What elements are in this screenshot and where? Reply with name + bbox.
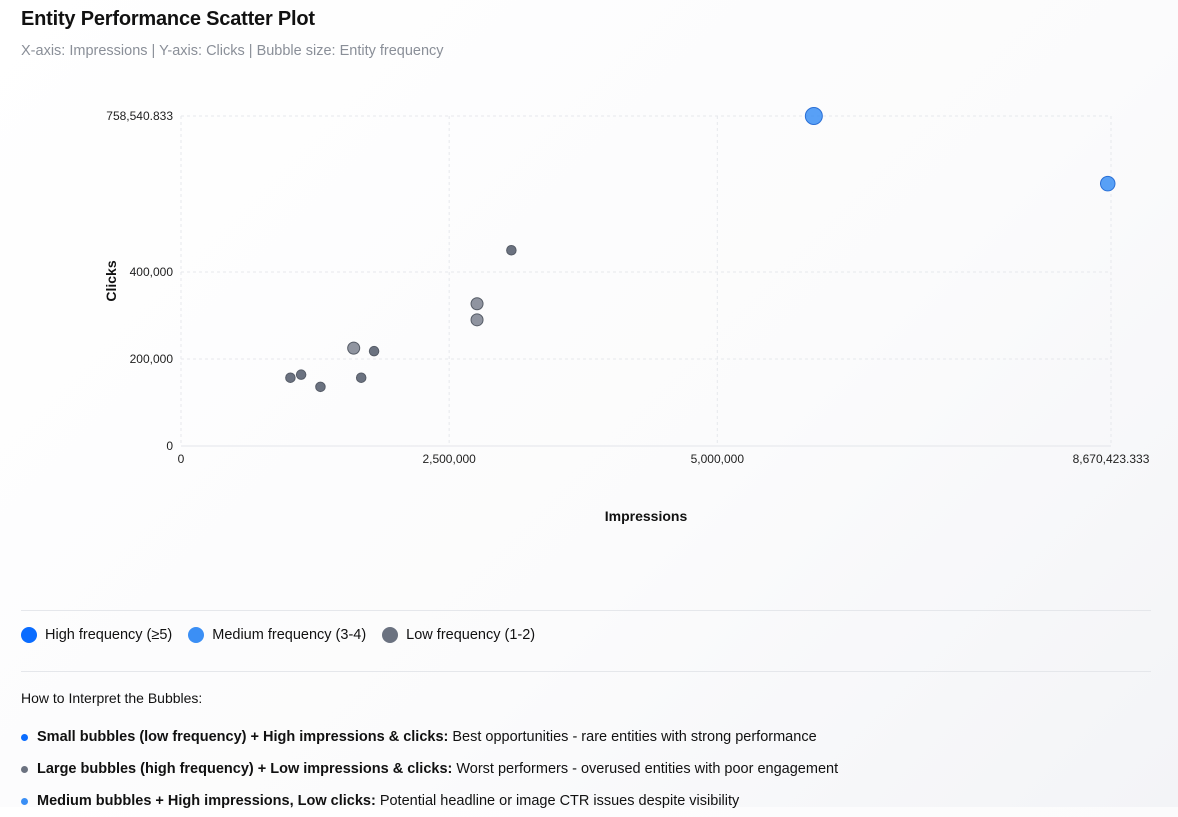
scatter-point[interactable] xyxy=(285,372,296,383)
scatter-point[interactable] xyxy=(295,369,307,380)
y-tick-label: 400,000 xyxy=(130,265,174,279)
page-title: Entity Performance Scatter Plot xyxy=(21,8,315,30)
scatter-point[interactable] xyxy=(347,341,361,355)
legend-swatch-high xyxy=(21,627,37,643)
scatter-point[interactable] xyxy=(506,244,517,256)
y-tick-label: 0 xyxy=(166,439,173,453)
x-tick-label: 0 xyxy=(178,452,185,466)
scatter-point[interactable] xyxy=(368,345,380,357)
scatter-point[interactable] xyxy=(315,381,326,393)
legend-swatch-low xyxy=(382,627,399,643)
interpretation-item: Medium bubbles + High impressions, Low c… xyxy=(21,785,838,817)
legend-label-medium: Medium frequency (3-4) xyxy=(212,627,367,643)
x-axis-title: Impressions xyxy=(605,508,688,524)
legend-divider-bottom xyxy=(21,671,1151,672)
legend-item-low[interactable]: Low frequency (1-2) xyxy=(382,627,535,643)
scatter-points xyxy=(285,107,1116,393)
interpretation-item-bold: Large bubbles (high frequency) + Low imp… xyxy=(37,761,453,777)
interpretation-item-bold: Medium bubbles + High impressions, Low c… xyxy=(37,793,376,809)
legend-swatch-medium xyxy=(188,627,205,643)
legend-item-high[interactable]: High frequency (≥5) xyxy=(21,627,172,643)
x-tick-label: 2,500,000 xyxy=(422,452,476,466)
interpretation-item-text: Worst performers - overused entities wit… xyxy=(456,761,839,777)
interpretation-item: Small bubbles (low frequency) + High imp… xyxy=(21,721,838,753)
x-axis-ticks: 0 2,500,000 5,000,000 8,670,423.333 xyxy=(178,452,1150,466)
chart-grid xyxy=(180,115,1112,447)
x-tick-label: 8,670,423.333 xyxy=(1073,452,1150,466)
page-subtitle: X-axis: Impressions | Y-axis: Clicks | B… xyxy=(21,43,444,59)
legend-label-high: High frequency (≥5) xyxy=(45,627,173,643)
interpretation-title: How to Interpret the Bubbles: xyxy=(21,690,203,706)
interpretation-item: Large bubbles (high frequency) + Low imp… xyxy=(21,753,838,785)
interpretation-item-text: Best opportunities - rare entities with … xyxy=(452,729,817,745)
interpretation-item-text: Potential headline or image CTR issues d… xyxy=(379,793,740,809)
interpretation-item-bold: Small bubbles (low frequency) + High imp… xyxy=(37,729,449,745)
bullet-dot xyxy=(21,797,28,805)
chart-legend: High frequency (≥5) Medium frequency (3-… xyxy=(21,627,551,643)
legend-item-medium[interactable]: Medium frequency (3-4) xyxy=(188,627,366,643)
y-axis-title: Clicks xyxy=(103,260,119,301)
y-axis-ticks: 0 200,000 400,000 758,540.833 xyxy=(106,109,173,453)
bullet-dot xyxy=(21,733,28,741)
x-tick-label: 5,000,000 xyxy=(691,452,745,466)
scatter-point[interactable] xyxy=(355,372,367,383)
scatter-chart: 0 200,000 400,000 758,540.833 0 2,500,000 5,0… xyxy=(103,107,1150,524)
scatter-point[interactable] xyxy=(804,107,823,126)
interpretation-list: Small bubbles (low frequency) + High imp… xyxy=(21,721,838,817)
legend-label-low: Low frequency (1-2) xyxy=(406,627,536,643)
y-tick-label: 200,000 xyxy=(130,352,174,366)
scatter-point[interactable] xyxy=(1099,175,1116,192)
bullet-dot xyxy=(21,765,28,773)
scatter-point[interactable] xyxy=(470,313,484,327)
y-tick-label: 758,540.833 xyxy=(106,109,173,123)
scatter-point[interactable] xyxy=(470,297,484,311)
legend-divider-top xyxy=(21,610,1151,611)
